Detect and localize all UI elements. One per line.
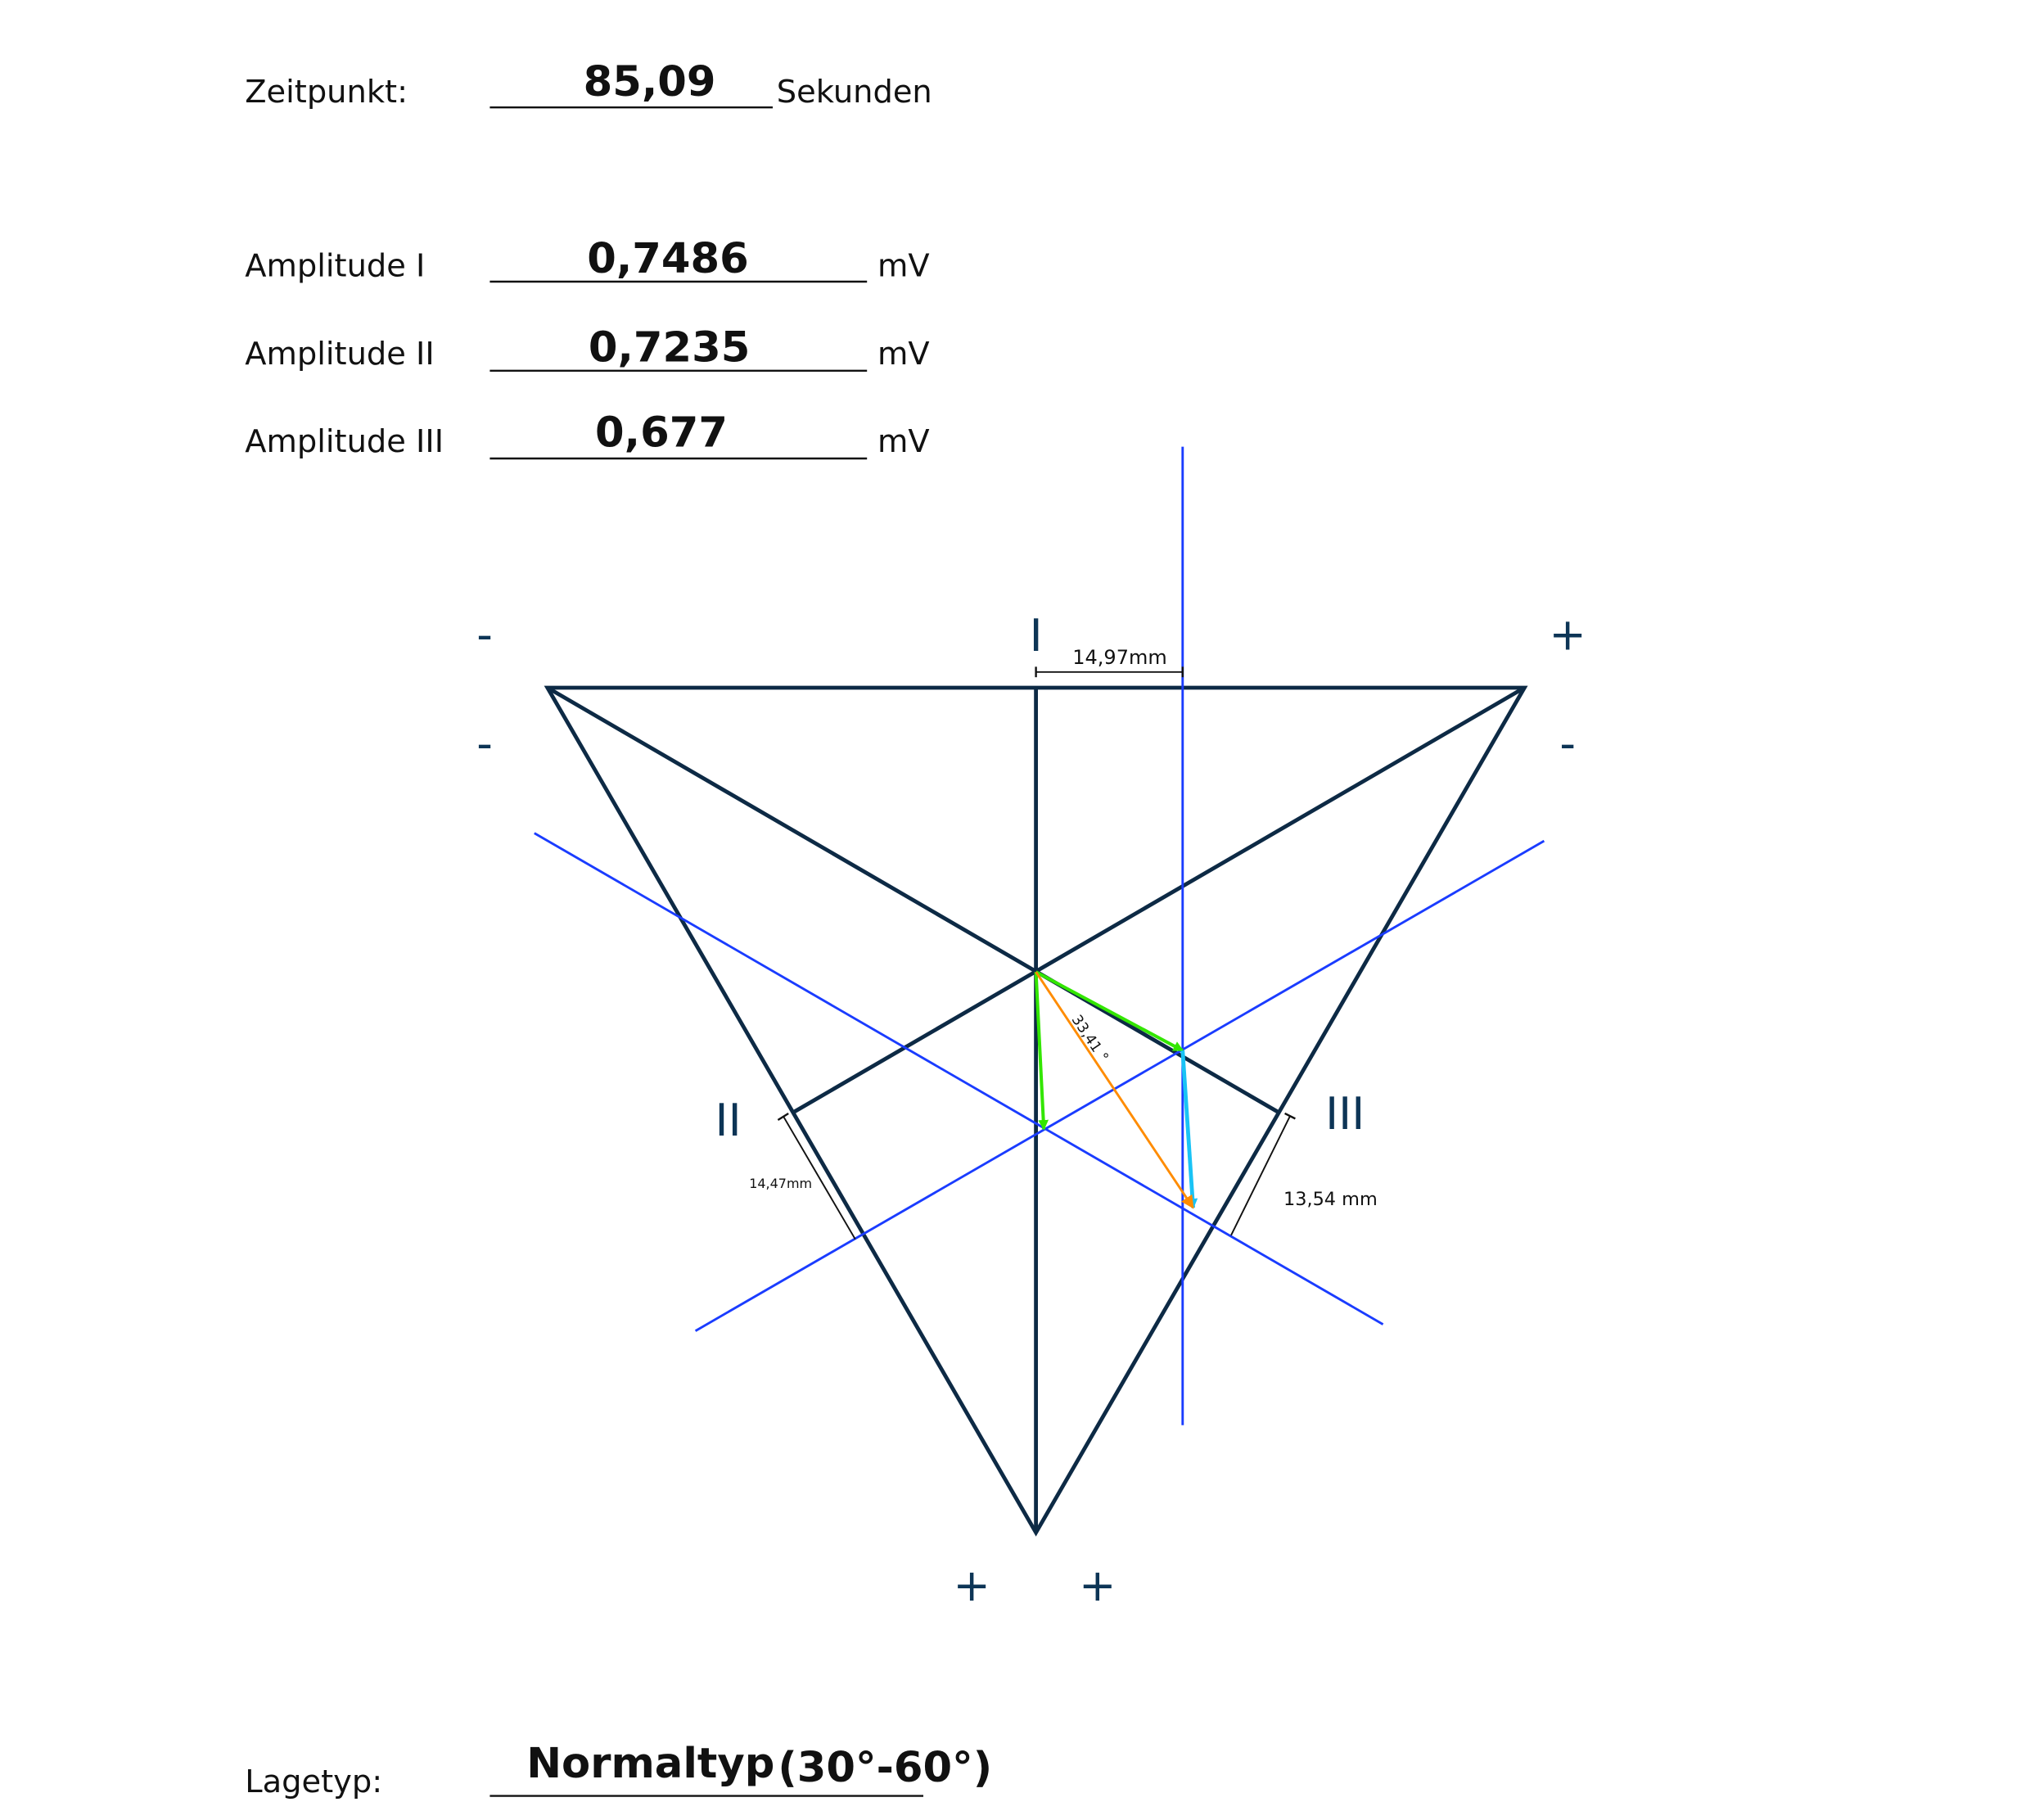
- dim-II-label: 14,47mm: [749, 1176, 812, 1191]
- time-label: Zeitpunkt:: [245, 74, 408, 111]
- dimension-I: 14,97mm: [1035, 646, 1184, 678]
- sign-top-right: +: [1549, 609, 1586, 661]
- amplitude-label: Amplitude II: [245, 336, 434, 373]
- amplitude-unit: mV: [877, 248, 930, 285]
- dim-III-label: 13,54 mm: [1283, 1189, 1378, 1210]
- sign-top-left: -: [476, 609, 493, 661]
- lead-II-vector: [1034, 972, 1049, 1131]
- lead-II-label: II: [715, 1095, 742, 1146]
- sign-bottom-left: +: [953, 1560, 990, 1611]
- amplitude-value: 0,7235: [589, 323, 751, 373]
- lead-I-label: I: [1030, 610, 1043, 662]
- amplitude-label: Amplitude I: [245, 248, 425, 285]
- lagetyp-label: Lagetyp:: [245, 1764, 382, 1800]
- projection-lines: [534, 446, 1545, 1425]
- amplitude-row-3: Amplitude III 0,677 mV: [245, 409, 929, 460]
- lagetyp-value: Normaltyp: [526, 1739, 774, 1788]
- amplitude-label: Amplitude III: [245, 423, 444, 460]
- lead-III-label: III: [1325, 1088, 1365, 1140]
- lead-III-vector: [1180, 1050, 1198, 1209]
- einthoven-triangle: [544, 685, 1528, 1537]
- sign-bottom-right: +: [1079, 1560, 1116, 1611]
- result-vector: [1035, 971, 1194, 1209]
- dimension-III: 13,54 mm: [1230, 1112, 1378, 1236]
- amplitude-row-1: Amplitude I 0,7486 mV: [245, 234, 929, 285]
- amplitude-value: 0,7486: [587, 234, 749, 283]
- dim-I-label: 14,97mm: [1072, 646, 1166, 669]
- amplitude-value: 0,677: [595, 409, 728, 458]
- angle-label: 33,41 °: [1068, 1012, 1112, 1065]
- time-value: 85,09: [584, 57, 716, 106]
- amplitude-row-2: Amplitude II 0,7235 mV: [245, 323, 929, 373]
- amplitude-unit: mV: [877, 423, 930, 460]
- sign-right-lower: -: [1559, 717, 1576, 769]
- dimension-II: 14,47mm: [749, 1112, 856, 1240]
- amplitude-unit: mV: [877, 336, 930, 373]
- sign-left-lower: -: [476, 717, 493, 769]
- lead-I-vector: [1035, 970, 1184, 1052]
- time-unit: Sekunden: [777, 74, 932, 111]
- lagetyp-range: (30°-60°): [778, 1743, 992, 1792]
